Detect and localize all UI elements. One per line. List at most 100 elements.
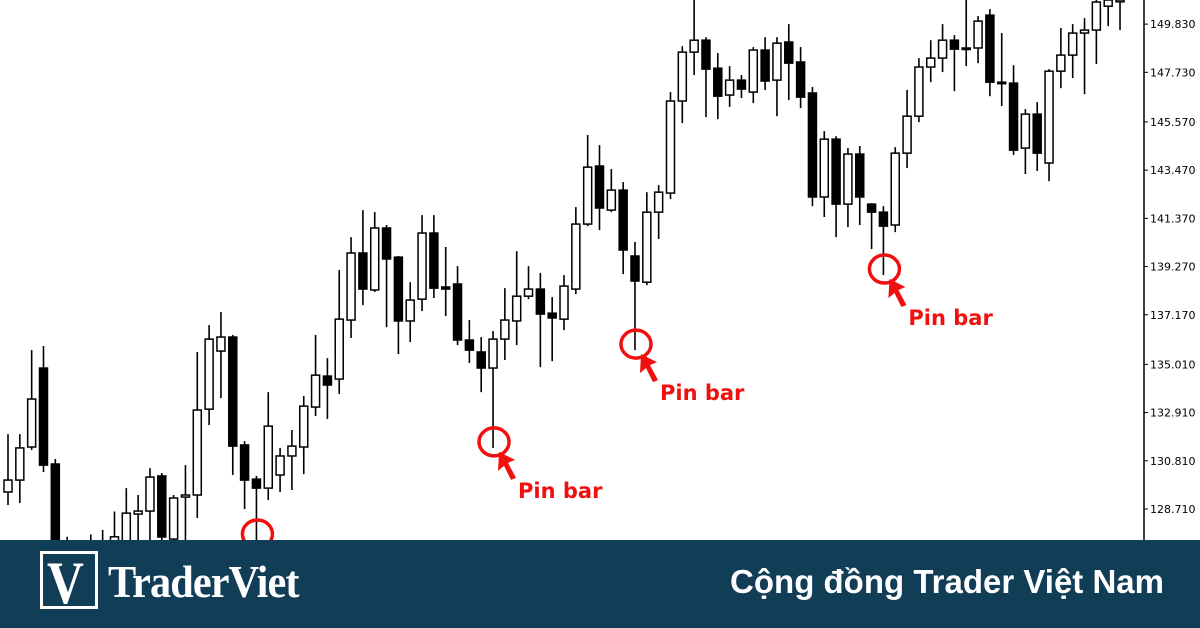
bearish-candle [831,136,841,238]
bullish-candle [121,488,132,540]
candle-body [204,338,214,410]
axis-tick-label: 143.470 [1150,164,1196,177]
candle-body [1091,1,1102,31]
bullish-candle [890,147,900,233]
bearish-candle [452,266,463,346]
bearish-candle [630,241,640,351]
bullish-candle [523,266,534,300]
candle-body [582,166,593,225]
candle-body [559,285,569,320]
candle-body [748,49,759,93]
candle-body [784,41,794,64]
bullish-candle [500,288,510,360]
highlight-circle [477,426,511,458]
pin-bar-annotation: Pin bar [619,328,745,405]
bearish-candle [358,210,368,306]
bullish-candle [511,251,522,346]
bearish-candle [228,334,238,476]
bullish-candle [216,312,226,399]
candle-body [275,455,285,476]
candle-body [440,286,451,290]
bullish-candle [606,168,617,213]
candle-body [795,61,806,98]
bearish-candle [985,9,995,97]
arrow-icon [888,279,907,308]
bullish-candle [287,430,297,490]
bullish-candle [168,495,179,540]
bearish-candle [440,247,451,317]
bearish-candle [381,225,392,328]
arrow-icon [639,354,658,383]
bullish-candle [677,46,688,124]
axis-tick-label: 145.570 [1150,116,1196,129]
candle-body [973,20,983,49]
bullish-candle [1103,0,1113,27]
candle-body [843,153,853,205]
candle-body [772,42,782,81]
bullish-candle [488,331,498,448]
candle-body [216,336,226,352]
axis-tick-label: 149.830 [1150,18,1196,31]
bearish-candle [855,146,865,225]
bearish-candle [393,255,404,355]
candle-body [476,351,486,369]
axis-tick-label: 147.730 [1150,66,1196,79]
axis-tick-label: 135.010 [1150,358,1196,371]
bullish-candle [101,529,104,540]
bullish-candle [334,270,344,394]
candle-body [535,288,546,315]
bullish-candle [192,351,203,518]
bullish-candle [417,215,427,312]
candle-body [511,295,522,322]
bearish-candle [878,206,889,276]
logo-text: TraderViet [108,556,299,607]
bearish-candle [157,472,167,540]
candle-body [228,336,238,447]
candle-body [985,14,995,83]
bullish-candle [1091,0,1102,65]
bearish-candle [1008,65,1019,155]
candle-body [334,318,344,380]
candle-body [878,211,889,227]
bullish-candle [204,325,214,425]
bullish-candle [689,0,699,76]
bearish-candle [760,37,770,90]
bullish-candle [582,135,593,227]
candle-body [109,536,120,540]
candle-body [760,49,770,82]
candle-body [736,79,747,90]
candle-body [452,283,463,341]
pin-bar-annotation [240,518,275,540]
candle-body [713,67,723,97]
bearish-candle [736,75,747,99]
candle-body [1020,113,1031,149]
bullish-candle [973,16,983,64]
bearish-candle [547,297,557,362]
bullish-candle [843,148,853,228]
candle-body [299,405,309,448]
candle-body [322,375,333,386]
candle-body [429,232,439,289]
bearish-candle [476,337,486,393]
bullish-candle [109,511,120,540]
candle-body [26,398,37,448]
candle-body [500,319,510,340]
candle-body [263,425,274,489]
bearish-candle [50,458,61,540]
pin-bar-annotation: Pin bar [477,426,603,503]
candle-body [819,138,830,198]
candle-body [1056,54,1066,72]
bullish-candle [937,24,948,73]
candle-body [701,39,711,70]
candle-body [1067,32,1078,56]
bearish-candle [866,203,877,250]
axis-tick-label: 141.370 [1150,212,1196,225]
pin-bar-label: Pin bar [660,381,745,405]
logo-letter: V [47,550,84,616]
candle-body [417,232,427,300]
candle-body [180,494,191,498]
candle-body [571,223,581,290]
candle-body [405,299,415,322]
bearish-candle [535,272,546,368]
bullish-candle [724,66,735,107]
